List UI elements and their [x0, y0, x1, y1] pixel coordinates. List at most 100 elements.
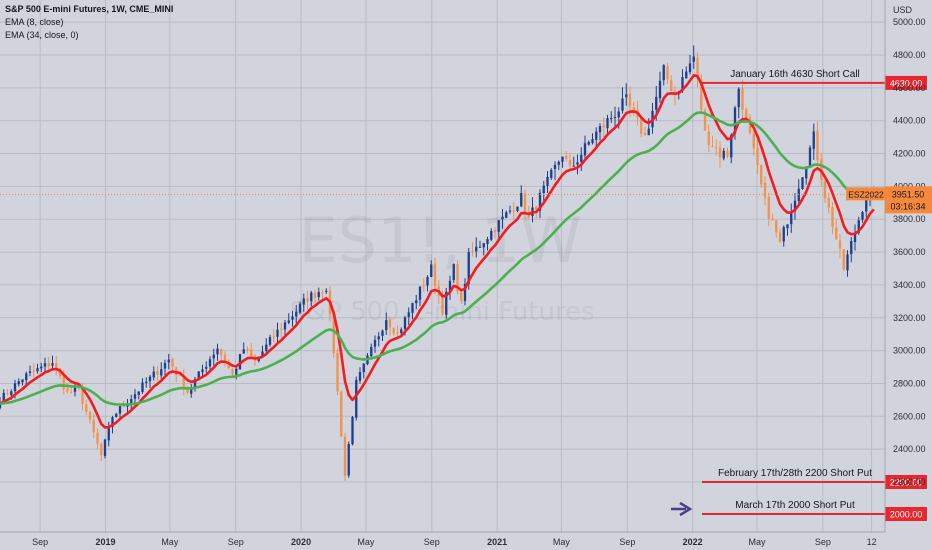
- candle[interactable]: [302, 293, 305, 312]
- candle[interactable]: [478, 240, 482, 248]
- candle[interactable]: [36, 363, 39, 374]
- candle[interactable]: [70, 386, 73, 394]
- candle[interactable]: [118, 406, 122, 420]
- candle[interactable]: [310, 290, 313, 307]
- candle[interactable]: [490, 228, 493, 242]
- candle[interactable]: [808, 145, 812, 167]
- candle[interactable]: [460, 291, 463, 304]
- candle[interactable]: [190, 383, 193, 398]
- candle[interactable]: [471, 242, 474, 257]
- candle[interactable]: [793, 193, 797, 220]
- candle[interactable]: [658, 71, 662, 103]
- candle[interactable]: [452, 263, 455, 283]
- candle[interactable]: [373, 335, 377, 353]
- candle[interactable]: [505, 210, 508, 219]
- candle[interactable]: [392, 327, 395, 336]
- candle[interactable]: [613, 106, 617, 128]
- candle[interactable]: [805, 166, 808, 185]
- candle[interactable]: [66, 382, 69, 394]
- candle[interactable]: [568, 153, 572, 171]
- candle[interactable]: [542, 180, 545, 204]
- candle[interactable]: [415, 294, 418, 310]
- candle[interactable]: [625, 83, 628, 106]
- candle[interactable]: [790, 203, 793, 233]
- level-line[interactable]: January 16th 4630 Short Call 4630.00: [702, 69, 927, 90]
- candle[interactable]: [430, 260, 433, 278]
- candle[interactable]: [816, 121, 819, 171]
- candle[interactable]: [445, 287, 448, 319]
- candle[interactable]: [756, 139, 759, 175]
- candle[interactable]: [662, 64, 665, 86]
- candle[interactable]: [550, 168, 553, 180]
- candle[interactable]: [782, 225, 785, 247]
- candle[interactable]: [370, 343, 373, 358]
- candle[interactable]: [583, 135, 587, 161]
- candle[interactable]: [831, 202, 834, 235]
- candle[interactable]: [475, 237, 478, 258]
- candle[interactable]: [152, 366, 155, 381]
- level-line[interactable]: February 17th/28th 2200 Short Put 2200.00: [702, 468, 927, 489]
- candle[interactable]: [216, 343, 219, 361]
- candle[interactable]: [355, 376, 358, 421]
- candle[interactable]: [171, 357, 174, 373]
- candle[interactable]: [666, 62, 669, 84]
- candle[interactable]: [591, 133, 594, 145]
- candle[interactable]: [643, 126, 647, 136]
- candle[interactable]: [516, 206, 519, 213]
- candle[interactable]: [133, 388, 137, 403]
- price-axis[interactable]: USD 2200.00 2400.00 2600.00 2800.00 3000.00 32…: [884, 0, 932, 532]
- candle[interactable]: [647, 118, 650, 136]
- candle[interactable]: [497, 220, 500, 240]
- candle[interactable]: [812, 123, 815, 160]
- candle[interactable]: [145, 377, 148, 388]
- candle[interactable]: [388, 316, 392, 336]
- candle[interactable]: [711, 135, 714, 148]
- candle[interactable]: [580, 147, 583, 172]
- candle[interactable]: [763, 176, 767, 206]
- candle[interactable]: [463, 278, 467, 306]
- candle[interactable]: [0, 397, 2, 410]
- candle[interactable]: [242, 342, 245, 354]
- candle[interactable]: [385, 312, 388, 335]
- candle[interactable]: [325, 288, 328, 294]
- time-axis[interactable]: Sep 2019 May Sep 2020 May Sep 2021 May Sep 2022 May…: [0, 531, 932, 550]
- level-lines[interactable]: January 16th 4630 Short Call 4630.00 Febru…: [702, 69, 927, 521]
- candle[interactable]: [748, 114, 752, 135]
- candle[interactable]: [418, 286, 422, 307]
- candle[interactable]: [610, 111, 613, 124]
- candle[interactable]: [670, 75, 673, 92]
- candle[interactable]: [347, 441, 350, 478]
- candle[interactable]: [842, 249, 845, 272]
- candle[interactable]: [115, 412, 118, 418]
- candle[interactable]: [141, 378, 144, 394]
- candle[interactable]: [850, 236, 853, 263]
- candle[interactable]: [32, 363, 35, 378]
- candle[interactable]: [715, 139, 718, 156]
- candle[interactable]: [362, 362, 365, 379]
- candle[interactable]: [493, 227, 497, 239]
- candle[interactable]: [283, 320, 287, 336]
- candle[interactable]: [737, 87, 740, 119]
- candle[interactable]: [85, 399, 88, 415]
- candle[interactable]: [43, 357, 47, 372]
- candle[interactable]: [767, 192, 770, 227]
- candle[interactable]: [576, 154, 579, 175]
- candle[interactable]: [377, 332, 380, 347]
- candle[interactable]: [167, 353, 170, 370]
- candle[interactable]: [148, 374, 152, 389]
- candle[interactable]: [381, 329, 384, 341]
- candle[interactable]: [336, 348, 339, 396]
- candle[interactable]: [295, 304, 298, 324]
- candle[interactable]: [621, 87, 624, 114]
- candle[interactable]: [238, 353, 242, 370]
- candle[interactable]: [137, 391, 140, 400]
- candle[interactable]: [193, 376, 197, 392]
- candle[interactable]: [565, 151, 568, 162]
- candle[interactable]: [632, 101, 635, 116]
- candle[interactable]: [96, 428, 99, 450]
- candle[interactable]: [696, 52, 699, 88]
- candle[interactable]: [17, 378, 20, 387]
- candle[interactable]: [853, 224, 857, 251]
- candle[interactable]: [21, 379, 24, 386]
